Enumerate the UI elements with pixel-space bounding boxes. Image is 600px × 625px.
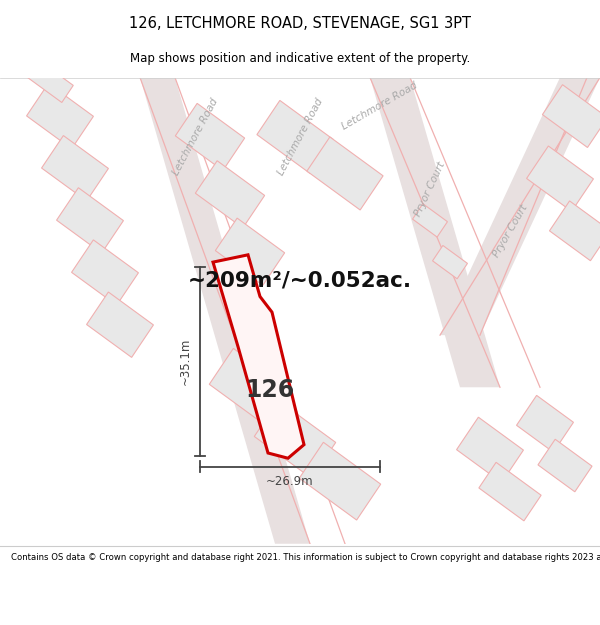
Polygon shape: [440, 78, 600, 335]
Text: Pryor Court: Pryor Court: [491, 202, 529, 259]
Polygon shape: [175, 103, 245, 171]
Polygon shape: [71, 240, 139, 305]
Polygon shape: [86, 292, 154, 357]
Polygon shape: [17, 52, 73, 102]
Polygon shape: [140, 78, 310, 544]
Polygon shape: [299, 442, 381, 520]
Text: Letchmore Road: Letchmore Road: [170, 97, 220, 177]
Text: Contains OS data © Crown copyright and database right 2021. This information is : Contains OS data © Crown copyright and d…: [11, 554, 600, 562]
Polygon shape: [56, 188, 124, 253]
Text: ~209m²/~0.052ac.: ~209m²/~0.052ac.: [188, 271, 412, 291]
Polygon shape: [542, 85, 600, 148]
Text: Pryor Court: Pryor Court: [413, 160, 447, 218]
Polygon shape: [413, 204, 448, 237]
Text: 126, LETCHMORE ROAD, STEVENAGE, SG1 3PT: 126, LETCHMORE ROAD, STEVENAGE, SG1 3PT: [129, 16, 471, 31]
Text: ~35.1m: ~35.1m: [179, 338, 191, 386]
Polygon shape: [196, 161, 265, 228]
Polygon shape: [433, 246, 467, 279]
Text: Letchmore Road: Letchmore Road: [275, 97, 325, 177]
Text: ~26.9m: ~26.9m: [266, 474, 314, 488]
Polygon shape: [41, 136, 109, 201]
Polygon shape: [209, 348, 291, 426]
Text: Letchmore Road: Letchmore Road: [340, 80, 419, 131]
Text: 126: 126: [245, 378, 295, 402]
Polygon shape: [215, 218, 284, 285]
Text: Map shows position and indicative extent of the property.: Map shows position and indicative extent…: [130, 52, 470, 64]
Polygon shape: [213, 255, 304, 458]
Polygon shape: [26, 83, 94, 149]
Polygon shape: [457, 417, 523, 482]
Polygon shape: [538, 439, 592, 492]
Polygon shape: [307, 137, 383, 210]
Polygon shape: [257, 101, 333, 174]
Polygon shape: [527, 146, 593, 211]
Polygon shape: [550, 201, 600, 261]
Polygon shape: [254, 401, 336, 478]
Polygon shape: [479, 462, 541, 521]
Polygon shape: [517, 396, 574, 452]
Polygon shape: [370, 78, 500, 388]
